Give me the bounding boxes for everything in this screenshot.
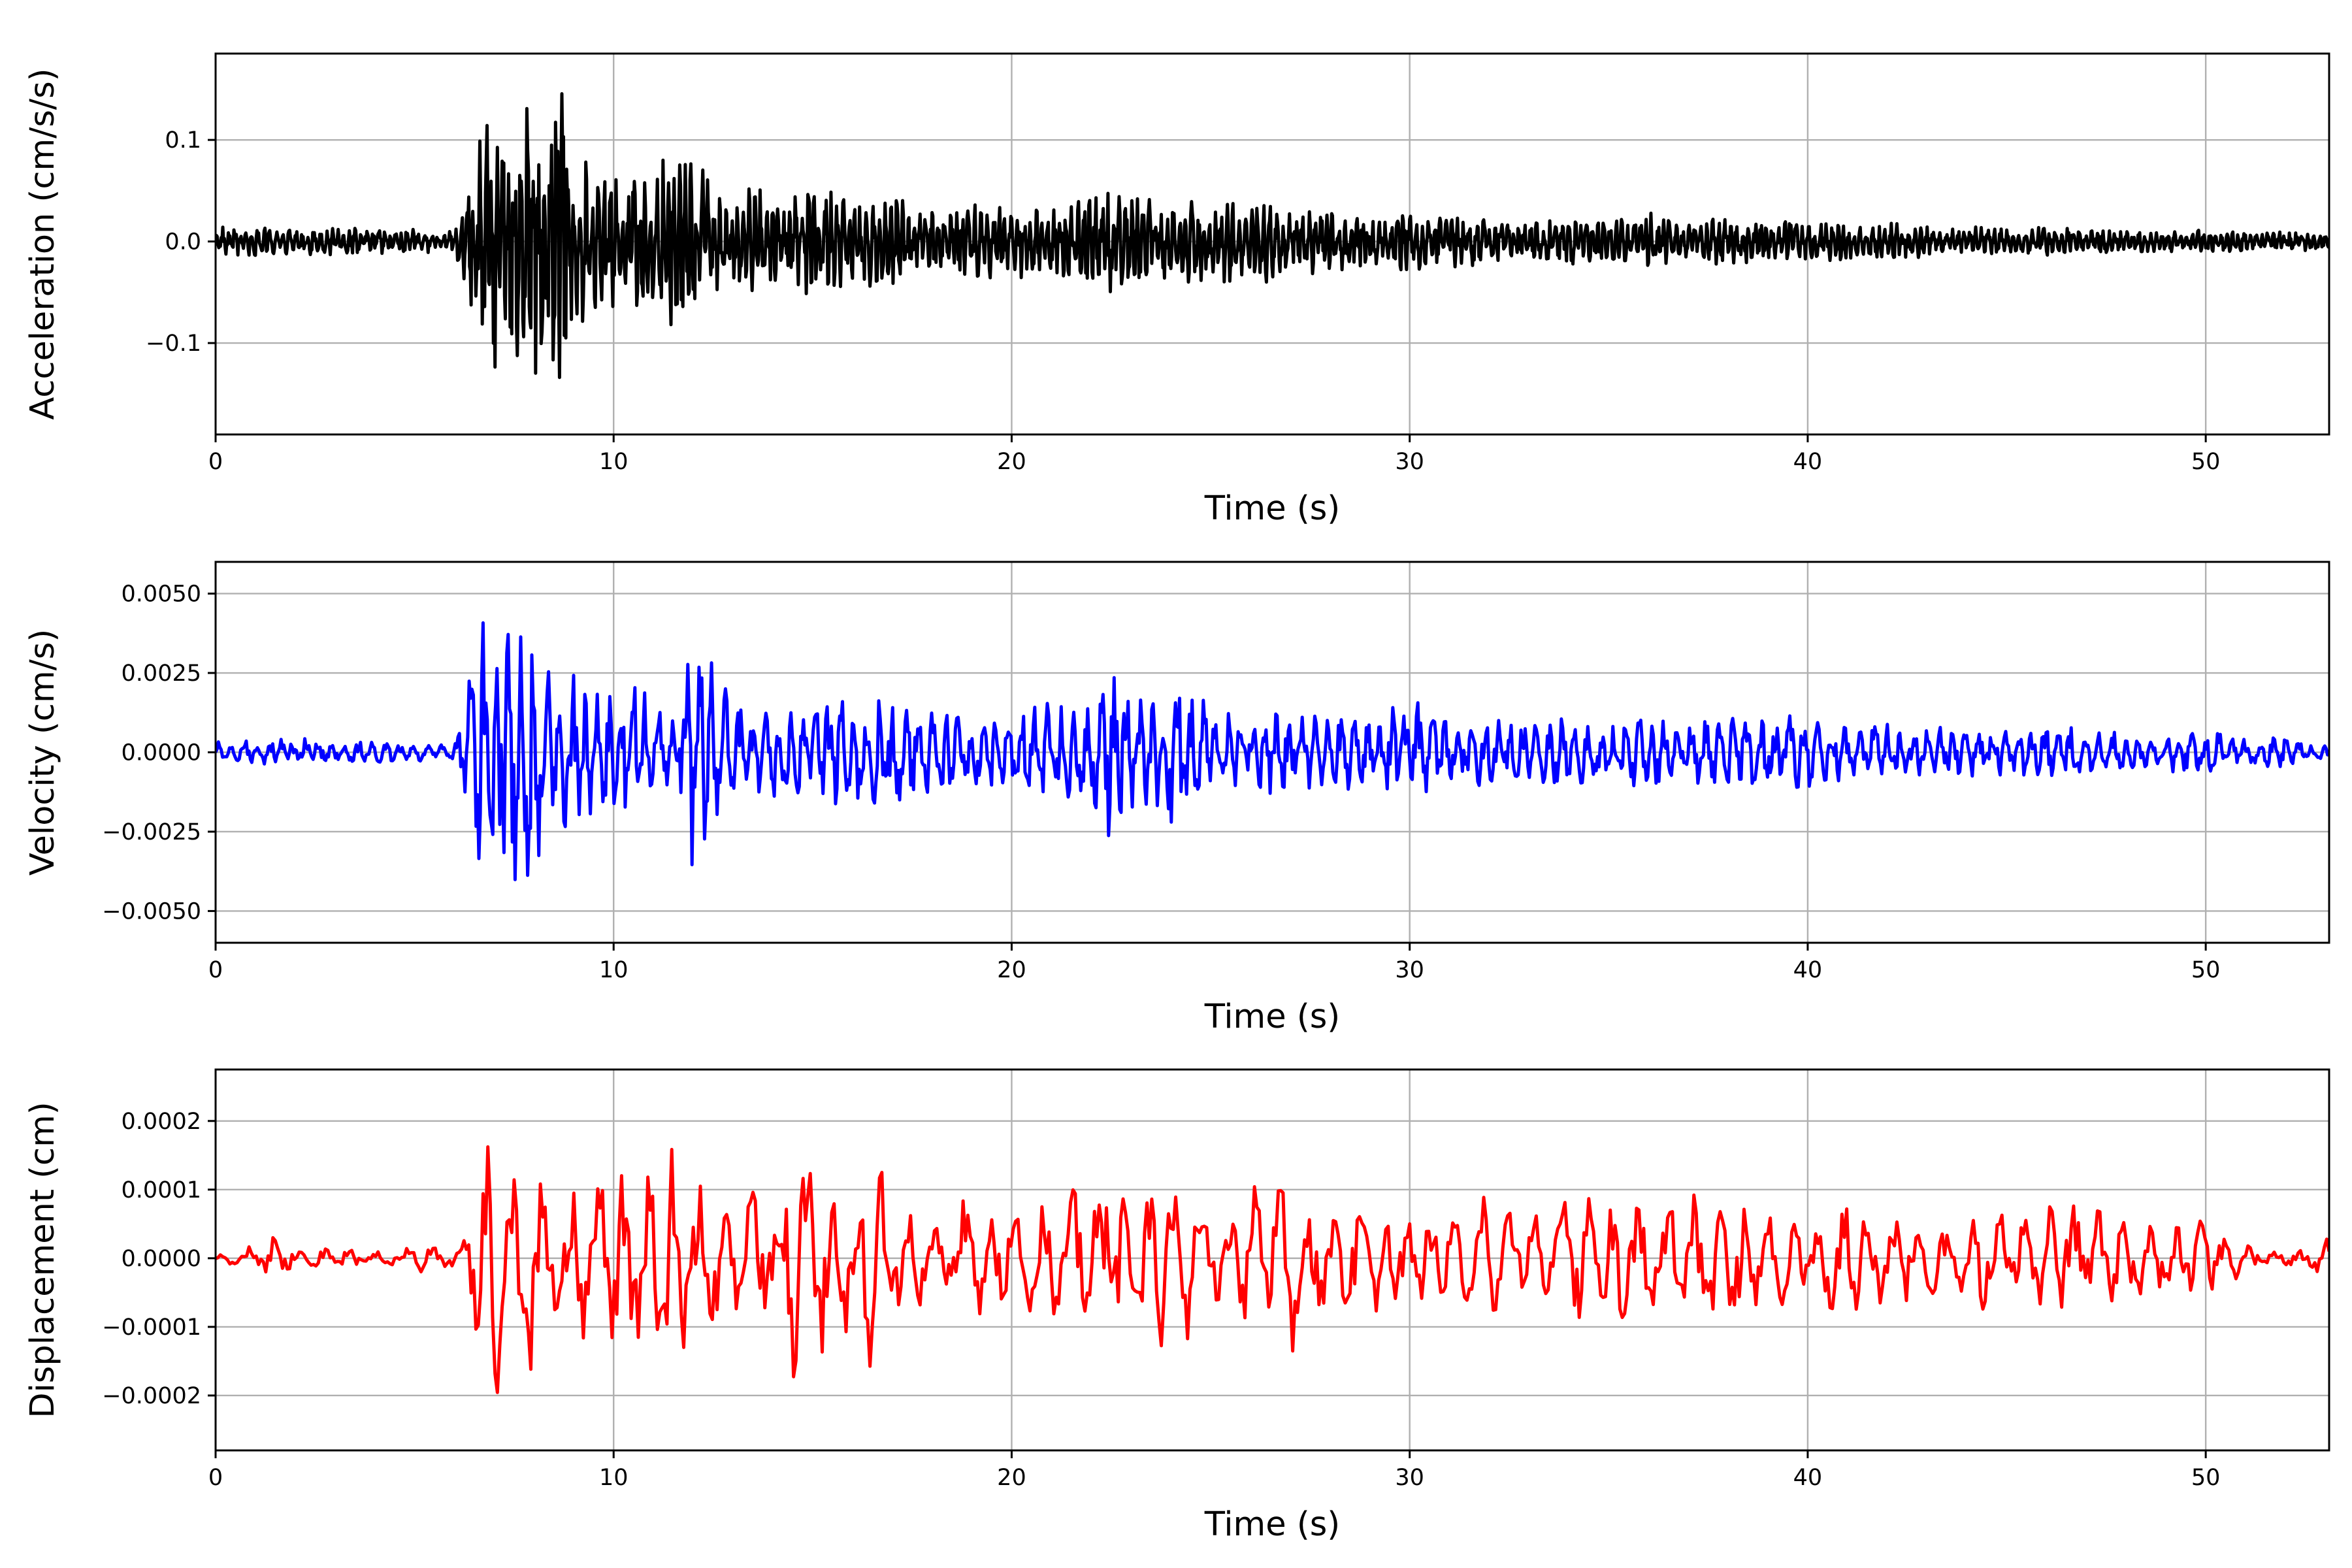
acceleration-plot-frame [214, 52, 2330, 436]
acceleration-panel: 0 10 20 30 40 50 0.1 0.0 −0.1 Time (s) Acceleratio… [24, 52, 2330, 528]
displacement-yaxis-label: Displacement (cm) [24, 1102, 62, 1418]
velocity-xtick-label: 40 [1793, 957, 1823, 983]
velocity-xaxis-label: Time (s) [1204, 998, 1340, 1036]
acceleration-xtick-label: 20 [997, 449, 1026, 475]
acceleration-ytick-label: 0.1 [165, 127, 201, 154]
acceleration-ytick-label: −0.1 [146, 331, 201, 357]
acceleration-xtick-label: 10 [599, 449, 629, 475]
acceleration-xtick-label: 50 [2191, 449, 2221, 475]
displacement-ytick-label: −0.0002 [102, 1383, 201, 1409]
velocity-ytick-label: 0.0000 [122, 740, 201, 766]
velocity-ytick-label: 0.0050 [122, 581, 201, 608]
displacement-ytick-label: 0.0000 [122, 1246, 201, 1272]
velocity-xtick-label: 50 [2191, 957, 2221, 983]
velocity-ytick-label: −0.0050 [102, 898, 201, 924]
displacement-panel: 0 10 20 30 40 50 0.0002 0.0001 0.0000 −0.0001 −0.0… [24, 1068, 2330, 1544]
displacement-xtick-label: 0 [208, 1465, 223, 1491]
displacement-plot-frame [214, 1068, 2330, 1452]
velocity-xtick-label: 20 [997, 957, 1026, 983]
velocity-yaxis-label: Velocity (cm/s) [24, 629, 62, 876]
velocity-panel: 0 10 20 30 40 50 0.0050 0.0025 0.0000 −0.0025 −0.0… [24, 561, 2330, 1036]
acceleration-xtick-label: 0 [208, 449, 223, 475]
velocity-ytick-label: −0.0025 [102, 819, 201, 845]
displacement-ytick-label: 0.0002 [122, 1109, 201, 1135]
velocity-series-line [216, 621, 2329, 881]
displacement-xaxis-label: Time (s) [1204, 1505, 1340, 1544]
velocity-ytick-label: 0.0025 [122, 661, 201, 687]
acceleration-yaxis-label: Acceleration (cm/s/s) [24, 68, 62, 419]
velocity-xtick-label: 30 [1395, 957, 1424, 983]
acceleration-xaxis-label: Time (s) [1204, 489, 1340, 528]
velocity-xtick-label: 10 [599, 957, 629, 983]
displacement-xtick-label: 50 [2191, 1465, 2221, 1491]
acceleration-series-line [216, 92, 2329, 380]
acceleration-ytick-label: 0.0 [165, 229, 201, 255]
displacement-ytick-label: 0.0001 [122, 1177, 201, 1203]
displacement-xtick-label: 10 [599, 1465, 629, 1491]
displacement-xtick-label: 30 [1395, 1465, 1424, 1491]
acceleration-xtick-label: 30 [1395, 449, 1424, 475]
displacement-ytick-label: −0.0001 [102, 1315, 201, 1341]
displacement-xtick-label: 20 [997, 1465, 1026, 1491]
velocity-xtick-label: 0 [208, 957, 223, 983]
displacement-xtick-label: 40 [1793, 1465, 1823, 1491]
acceleration-xtick-label: 40 [1793, 449, 1823, 475]
displacement-series-line [216, 1145, 2329, 1394]
